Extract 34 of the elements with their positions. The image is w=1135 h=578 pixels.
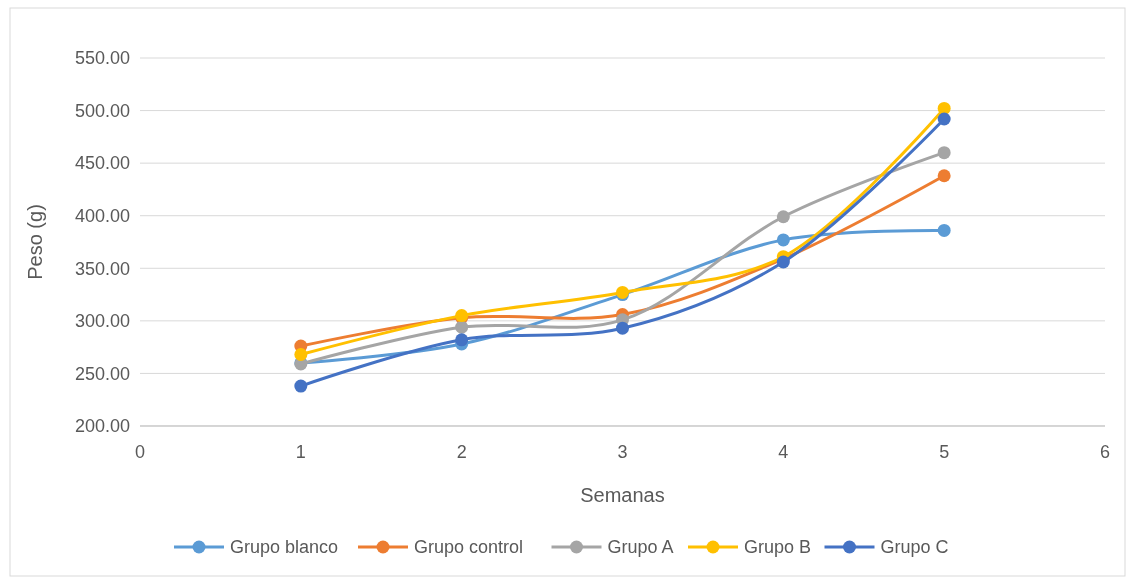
x-tick-label: 1 xyxy=(295,442,306,462)
x-tick-label: 0 xyxy=(134,442,146,462)
legend-label: Grupo B xyxy=(744,537,812,558)
legend-label: Grupo control xyxy=(414,537,524,558)
legend-label: Grupo A xyxy=(607,537,674,558)
x-tick-label: 2 xyxy=(456,442,467,462)
point xyxy=(937,223,951,237)
point xyxy=(937,112,951,126)
y-tick-label: 250.00 xyxy=(74,363,130,384)
point xyxy=(616,321,629,335)
y-tick-label: 450.00 xyxy=(74,153,130,174)
y-tick-label: 350.00 xyxy=(74,258,130,279)
y-tick-label: 550.00 xyxy=(74,48,130,69)
y-tick-label: 500.00 xyxy=(74,100,130,121)
y-tick-label: 400.00 xyxy=(74,206,130,227)
point xyxy=(937,169,951,183)
point xyxy=(455,333,469,347)
point xyxy=(776,233,790,247)
point xyxy=(294,348,308,361)
legend-label: Grupo C xyxy=(880,537,949,558)
point xyxy=(294,379,308,393)
y-tick-label: 300.00 xyxy=(74,311,130,332)
x-tick-label: 5 xyxy=(939,442,950,462)
point xyxy=(937,101,951,115)
y-axis-title: Peso (g) xyxy=(24,204,46,280)
point xyxy=(455,320,469,334)
y-tick-label: 200.00 xyxy=(74,416,130,437)
point xyxy=(776,210,790,224)
x-tick-label: 3 xyxy=(617,442,628,462)
x-tick-label: 4 xyxy=(778,442,789,462)
legend-label: Grupo blanco xyxy=(230,537,339,558)
point xyxy=(937,146,951,160)
x-axis-title: Semanas xyxy=(580,484,665,506)
x-tick-label: 6 xyxy=(1099,442,1111,462)
